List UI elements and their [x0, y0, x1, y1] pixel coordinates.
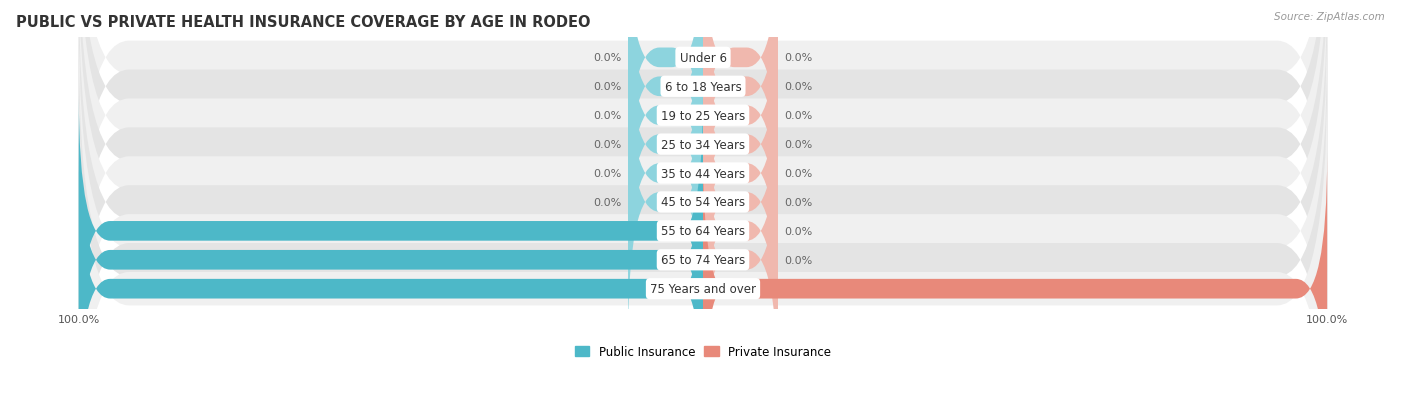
Text: 65 to 74 Years: 65 to 74 Years — [661, 254, 745, 267]
Text: 0.0%: 0.0% — [785, 169, 813, 178]
FancyBboxPatch shape — [79, 46, 1327, 413]
FancyBboxPatch shape — [703, 0, 778, 221]
FancyBboxPatch shape — [703, 0, 778, 192]
FancyBboxPatch shape — [79, 0, 1327, 359]
Text: 0.0%: 0.0% — [593, 53, 621, 63]
Text: Source: ZipAtlas.com: Source: ZipAtlas.com — [1274, 12, 1385, 22]
Text: 100.0%: 100.0% — [27, 255, 73, 265]
Text: 55 to 64 Years: 55 to 64 Years — [661, 225, 745, 238]
FancyBboxPatch shape — [703, 126, 778, 394]
FancyBboxPatch shape — [79, 0, 1327, 330]
FancyBboxPatch shape — [628, 68, 703, 337]
Text: 0.0%: 0.0% — [785, 226, 813, 236]
FancyBboxPatch shape — [79, 0, 1327, 272]
Legend: Public Insurance, Private Insurance: Public Insurance, Private Insurance — [571, 341, 835, 363]
Text: 45 to 54 Years: 45 to 54 Years — [661, 196, 745, 209]
FancyBboxPatch shape — [79, 126, 703, 394]
Text: 0.0%: 0.0% — [593, 197, 621, 207]
FancyBboxPatch shape — [79, 17, 1327, 413]
FancyBboxPatch shape — [703, 0, 778, 250]
FancyBboxPatch shape — [703, 39, 778, 308]
FancyBboxPatch shape — [628, 39, 703, 308]
FancyBboxPatch shape — [79, 154, 703, 413]
FancyBboxPatch shape — [79, 0, 1327, 413]
FancyBboxPatch shape — [703, 68, 778, 337]
Text: 0.0%: 0.0% — [785, 53, 813, 63]
FancyBboxPatch shape — [703, 97, 778, 366]
Text: 0.0%: 0.0% — [785, 82, 813, 92]
FancyBboxPatch shape — [628, 0, 703, 192]
Text: 75 Years and over: 75 Years and over — [650, 282, 756, 295]
FancyBboxPatch shape — [79, 75, 1327, 413]
FancyBboxPatch shape — [79, 97, 703, 366]
Text: 100.0%: 100.0% — [27, 284, 73, 294]
Text: 100.0%: 100.0% — [27, 226, 73, 236]
Text: 0.0%: 0.0% — [593, 111, 621, 121]
Text: 0.0%: 0.0% — [593, 169, 621, 178]
Text: PUBLIC VS PRIVATE HEALTH INSURANCE COVERAGE BY AGE IN RODEO: PUBLIC VS PRIVATE HEALTH INSURANCE COVER… — [17, 15, 591, 30]
Text: 35 to 44 Years: 35 to 44 Years — [661, 167, 745, 180]
FancyBboxPatch shape — [628, 10, 703, 279]
Text: 25 to 34 Years: 25 to 34 Years — [661, 138, 745, 151]
Text: 100.0%: 100.0% — [1333, 284, 1379, 294]
Text: Under 6: Under 6 — [679, 52, 727, 65]
Text: 0.0%: 0.0% — [785, 255, 813, 265]
FancyBboxPatch shape — [628, 0, 703, 250]
FancyBboxPatch shape — [628, 0, 703, 221]
Text: 6 to 18 Years: 6 to 18 Years — [665, 81, 741, 93]
Text: 0.0%: 0.0% — [785, 111, 813, 121]
FancyBboxPatch shape — [703, 10, 778, 279]
Text: 0.0%: 0.0% — [785, 197, 813, 207]
Text: 19 to 25 Years: 19 to 25 Years — [661, 109, 745, 122]
FancyBboxPatch shape — [79, 0, 1327, 388]
FancyBboxPatch shape — [79, 0, 1327, 301]
Text: 0.0%: 0.0% — [785, 140, 813, 150]
FancyBboxPatch shape — [703, 154, 1327, 413]
Text: 0.0%: 0.0% — [593, 140, 621, 150]
Text: 0.0%: 0.0% — [593, 82, 621, 92]
